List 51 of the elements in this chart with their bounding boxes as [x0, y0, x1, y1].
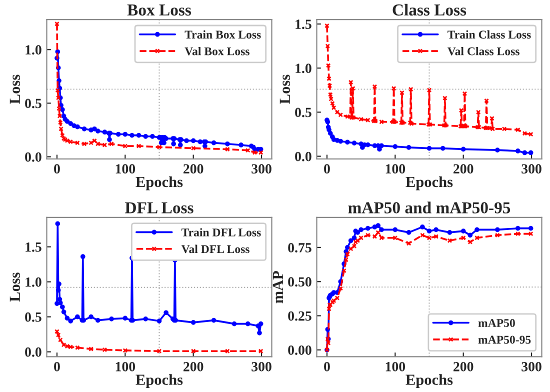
x-tick-label: 200 — [184, 362, 204, 372]
x-tick-label: 300 — [522, 362, 542, 372]
y-axis-title: Loss — [10, 272, 20, 302]
x-tick-label: 300 — [252, 164, 272, 174]
x-tick-label: 300 — [252, 362, 272, 372]
legend-label: Train DFL Loss — [181, 228, 261, 236]
y-axis-title: Loss — [10, 74, 20, 104]
x-tick-label: 0 — [54, 164, 60, 174]
x-tick-label: 100 — [386, 362, 406, 372]
x-tick-label: 0 — [324, 362, 330, 372]
chart-title: Box Loss — [127, 4, 192, 16]
chart-title: DFL Loss — [125, 202, 194, 214]
y-tick-label: 0.5 — [25, 98, 42, 108]
x-tick-label: 300 — [522, 164, 542, 174]
y-tick-label: 0.00 — [288, 345, 312, 355]
y-tick-label: 1.0 — [26, 45, 42, 55]
legend-label: mAP50-95 — [478, 336, 531, 344]
legend-label: Val Box Loss — [184, 46, 250, 56]
y-tick-label: 0.50 — [288, 277, 312, 287]
chart-title: mAP50 and mAP50-95 — [348, 202, 510, 214]
x-tick-label: 200 — [454, 362, 474, 372]
y-tick-label: 1.0 — [296, 64, 312, 74]
x-axis-title: Epochs — [406, 176, 453, 190]
y-tick-label: 1.5 — [296, 20, 312, 30]
x-tick-label: 100 — [116, 362, 136, 372]
y-tick-label: 0.25 — [288, 311, 312, 321]
y-tick-label: 0.5 — [25, 312, 42, 322]
y-tick-label: 0.0 — [25, 152, 42, 162]
x-tick-label: 100 — [116, 164, 136, 174]
x-tick-label: 0 — [324, 164, 330, 174]
x-tick-label: 100 — [386, 164, 406, 174]
x-tick-label: 0 — [54, 362, 60, 372]
y-tick-label: 0.5 — [295, 108, 312, 118]
legend-label: Train Class Loss — [448, 30, 531, 39]
y-axis-title: Loss — [280, 74, 290, 104]
x-tick-label: 200 — [454, 164, 474, 174]
x-axis-title: Epochs — [406, 374, 453, 388]
legend-label: mAP50 — [478, 319, 515, 328]
x-axis-title: Epochs — [136, 176, 183, 190]
y-tick-label: 1.0 — [26, 277, 42, 287]
legend-label: Val DFL Loss — [181, 244, 250, 254]
y-tick-label: 0.0 — [295, 152, 312, 162]
legend-label: Val Class Loss — [447, 46, 520, 56]
y-tick-label: 1.5 — [26, 242, 42, 252]
y-axis-title: mAP — [272, 270, 283, 304]
y-tick-label: 0.75 — [288, 243, 312, 252]
y-tick-label: 0.0 — [25, 347, 42, 357]
x-axis-title: Epochs — [136, 374, 183, 388]
chart-title: Class Loss — [392, 4, 466, 16]
x-tick-label: 200 — [184, 164, 204, 174]
legend-label: Train Box Loss — [184, 30, 261, 39]
